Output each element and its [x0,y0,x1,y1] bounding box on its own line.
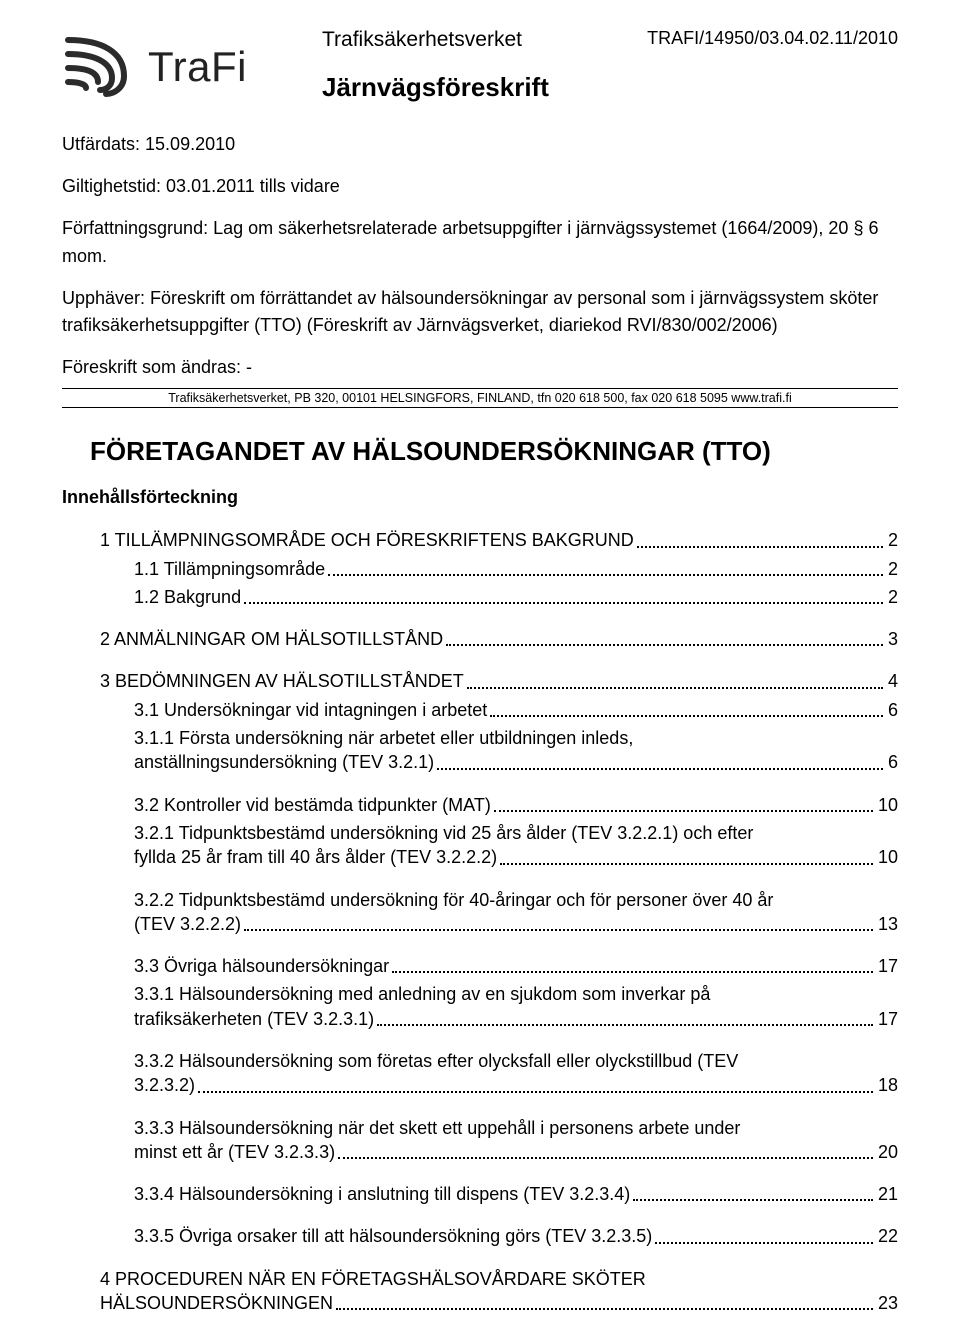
toc-label: 3.3.2 Hälsoundersökning som företas efte… [134,1049,898,1073]
toc-leader-dots [377,1023,873,1026]
toc-leader-dots [198,1090,873,1093]
toc-page-number: 21 [876,1182,898,1206]
toc-leader-dots [244,601,883,604]
toc-page-number: 2 [886,528,898,552]
toc-page-number: 3 [886,627,898,651]
toc-label: anställningsundersökning (TEV 3.2.1) [134,750,434,774]
toc-entry: 3.2.1 Tidpunktsbestämd undersökning vid … [134,821,898,870]
toc-label: trafiksäkerheten (TEV 3.2.3.1) [134,1007,374,1031]
toc-page-number: 18 [876,1073,898,1097]
toc-entry: 3.3.4 Hälsoundersökning i anslutning til… [134,1182,898,1206]
toc-page-number: 10 [876,793,898,817]
toc-page-number: 13 [876,912,898,936]
toc-entry: 3.2 Kontroller vid bestämda tidpunkter (… [134,793,898,817]
toc-page-number: 17 [876,1007,898,1031]
toc-leader-dots [633,1198,873,1201]
toc-entry: 1.1 Tillämpningsområde 2 [134,557,898,581]
toc-label: HÄLSOUNDERSÖKNINGEN [100,1291,333,1315]
toc-entry: 1 TILLÄMPNINGSOMRÅDE OCH FÖRESKRIFTENS B… [100,528,898,552]
toc-leader-dots [637,545,883,548]
toc-leader-dots [490,714,883,717]
page: TraFi Trafiksäkerhetsverket Järnvägsföre… [0,0,960,1339]
toc-label: 3.3.5 Övriga orsaker till att hälsounder… [134,1224,652,1248]
toc-leader-dots [244,928,873,931]
divider-top [62,388,898,389]
toc-page-number: 6 [886,698,898,722]
legal-basis: Författningsgrund: Lag om säkerhetsrelat… [62,215,898,271]
document-id: TRAFI/14950/03.04.02.11/2010 [647,28,898,49]
agency-contact-line: Trafiksäkerhetsverket, PB 320, 00101 HEL… [62,391,898,405]
document-type: Järnvägsföreskrift [322,72,898,103]
toc-page-number: 2 [886,557,898,581]
toc-heading: Innehållsförteckning [62,487,898,508]
toc-leader-dots [392,970,873,973]
validity-period: Giltighetstid: 03.01.2011 tills vidare [62,173,898,201]
toc-label: fyllda 25 år fram till 40 års ålder (TEV… [134,845,497,869]
toc-label: 3.1.1 Första undersökning när arbetet el… [134,726,898,750]
toc-entry: 1.2 Bakgrund 2 [134,585,898,609]
divider-bottom [62,407,898,408]
toc-label: 3.3.3 Hälsoundersökning när det skett et… [134,1116,898,1140]
toc-label: 1 TILLÄMPNINGSOMRÅDE OCH FÖRESKRIFTENS B… [100,528,634,552]
toc-entry: 3.3.5 Övriga orsaker till att hälsounder… [134,1224,898,1248]
logo: TraFi [62,28,322,100]
toc-page-number: 23 [876,1291,898,1315]
toc-leader-dots [500,862,873,865]
changes: Föreskrift som ändras: - [62,354,898,382]
toc-entry: 4 PROCEDUREN NÄR EN FÖRETAGSHÄLSOVÅRDARE… [100,1267,898,1316]
logo-text: TraFi [148,32,247,88]
toc-label: 3.3 Övriga hälsoundersökningar [134,954,389,978]
toc-entry: 3 BEDÖMNINGEN AV HÄLSOTILLSTÅNDET 4 [100,669,898,693]
repeals: Upphäver: Föreskrift om förrättandet av … [62,285,898,341]
toc-entry: 3.1 Undersökningar vid intagningen i arb… [134,698,898,722]
issued-date: Utfärdats: 15.09.2010 [62,131,898,159]
toc-label: 3 BEDÖMNINGEN AV HÄLSOTILLSTÅNDET [100,669,464,693]
toc-page-number: 17 [876,954,898,978]
toc-label: (TEV 3.2.2.2) [134,912,241,936]
toc-label: 4 PROCEDUREN NÄR EN FÖRETAGSHÄLSOVÅRDARE… [100,1267,898,1291]
metadata-block: Utfärdats: 15.09.2010 Giltighetstid: 03.… [62,131,898,382]
toc-leader-dots [338,1156,873,1159]
toc-entry: 3.1.1 Första undersökning när arbetet el… [134,726,898,775]
toc-entry: 3.3.3 Hälsoundersökning när det skett et… [134,1116,898,1165]
toc-page-number: 4 [886,669,898,693]
document-title: FÖRETAGANDET AV HÄLSOUNDERSÖKNINGAR (TTO… [62,436,898,467]
toc-leader-dots [446,643,883,646]
toc-leader-dots [467,686,883,689]
toc-leader-dots [494,809,873,812]
toc-leader-dots [328,573,883,576]
toc-page-number: 20 [876,1140,898,1164]
toc-label: 3.2 Kontroller vid bestämda tidpunkter (… [134,793,491,817]
toc-label: 3.1 Undersökningar vid intagningen i arb… [134,698,487,722]
toc-label: 3.3.1 Hälsoundersökning med anledning av… [134,982,898,1006]
toc-label: 1.1 Tillämpningsområde [134,557,325,581]
toc-label: 3.2.1 Tidpunktsbestämd undersökning vid … [134,821,898,845]
toc-leader-dots [655,1241,873,1244]
toc-label: 3.2.2 Tidpunktsbestämd undersökning för … [134,888,898,912]
toc-entry: 3.3.1 Hälsoundersökning med anledning av… [134,982,898,1031]
toc-leader-dots [336,1307,873,1310]
toc-page-number: 2 [886,585,898,609]
toc-page-number: 10 [876,845,898,869]
trafi-logo-icon [62,32,136,100]
toc-label: 3.3.4 Hälsoundersökning i anslutning til… [134,1182,630,1206]
toc-page-number: 6 [886,750,898,774]
toc-page-number: 22 [876,1224,898,1248]
table-of-contents: 1 TILLÄMPNINGSOMRÅDE OCH FÖRESKRIFTENS B… [62,528,898,1315]
toc-entry: 3.3 Övriga hälsoundersökningar 17 [134,954,898,978]
toc-entry: 3.3.2 Hälsoundersökning som företas efte… [134,1049,898,1098]
toc-label: 2 ANMÄLNINGAR OM HÄLSOTILLSTÅND [100,627,443,651]
toc-label: 3.2.3.2) [134,1073,195,1097]
toc-leader-dots [437,767,883,770]
toc-entry: 3.2.2 Tidpunktsbestämd undersökning för … [134,888,898,937]
toc-entry: 2 ANMÄLNINGAR OM HÄLSOTILLSTÅND 3 [100,627,898,651]
toc-label: minst ett år (TEV 3.2.3.3) [134,1140,335,1164]
toc-label: 1.2 Bakgrund [134,585,241,609]
